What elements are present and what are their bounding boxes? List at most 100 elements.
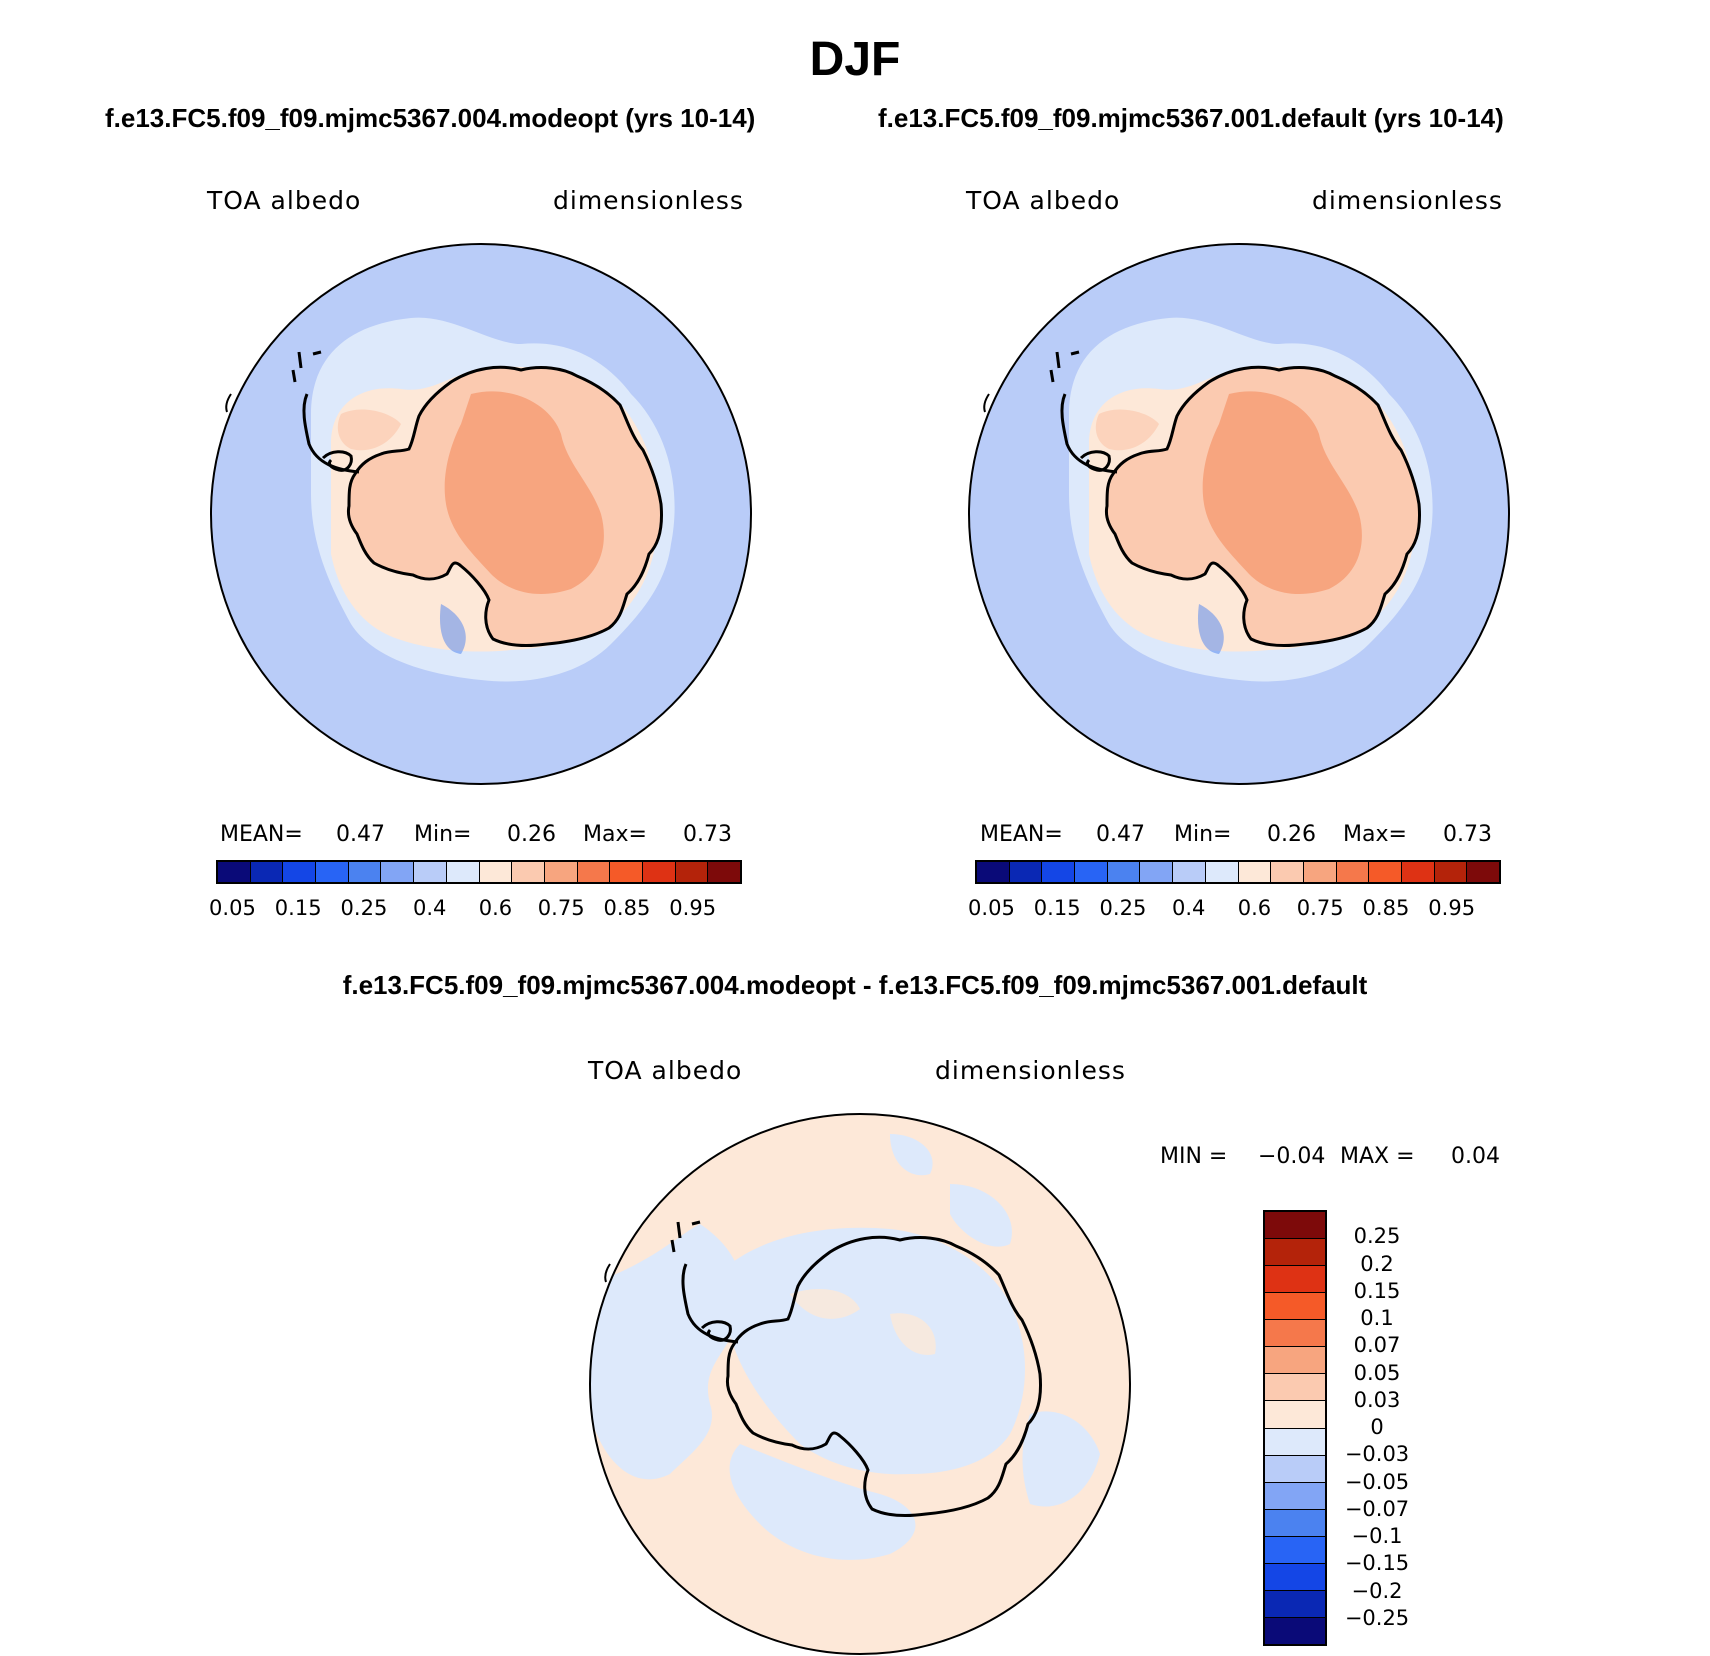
colorbar-swatch (1265, 1347, 1325, 1375)
colorbar-tick-label: 0.6 (1237, 896, 1272, 920)
colorbar-swatch (414, 862, 447, 882)
colorbar-tick-label: 0.15 (274, 896, 322, 920)
right-colorbar (975, 860, 1501, 884)
right-mean-value: 0.47 (1096, 822, 1145, 847)
left-max-value: 0.73 (683, 822, 732, 847)
colorbar-swatch (1265, 1563, 1325, 1591)
colorbar-swatch (1369, 862, 1402, 882)
colorbar-swatch (1265, 1536, 1325, 1564)
colorbar-swatch (1205, 862, 1239, 882)
colorbar-swatch (1434, 862, 1468, 882)
colorbar-swatch (1265, 1428, 1325, 1456)
left-min-label: Min= (414, 822, 472, 847)
colorbar-swatch (675, 862, 709, 882)
colorbar-tick-label: −0.1 (1351, 1524, 1403, 1548)
left-polar-map (210, 243, 752, 785)
colorbar-swatch (1173, 862, 1206, 882)
diff-min-value: −0.04 (1258, 1144, 1326, 1169)
right-map-border (968, 243, 1510, 785)
colorbar-swatch (1009, 862, 1043, 882)
colorbar-tick-label: 0.05 (1353, 1360, 1401, 1385)
colorbar-tick-label: 0.2 (1360, 1251, 1394, 1276)
colorbar-swatch (977, 862, 1010, 882)
colorbar-swatch (1265, 1590, 1325, 1618)
colorbar-swatch (1467, 862, 1499, 882)
colorbar-tick-label: 0.4 (412, 896, 447, 920)
colorbar-tick-label: 0.25 (340, 896, 388, 920)
left-mean-label: MEAN= (220, 822, 303, 847)
colorbar-swatch (1265, 1293, 1325, 1321)
left-panel-units-label: dimensionless (553, 186, 744, 215)
colorbar-tick-label: 0.4 (1171, 896, 1206, 920)
colorbar-tick-label: 0.25 (1353, 1224, 1401, 1249)
colorbar-tick-label: 0.05 (968, 896, 1015, 920)
colorbar-tick-label: 0.07 (1353, 1333, 1401, 1358)
diff-max-label: MAX = (1340, 1144, 1415, 1169)
colorbar-swatch (381, 862, 415, 882)
colorbar-tick-label: 0.03 (1353, 1387, 1401, 1412)
colorbar-tick-label: 0.85 (1362, 896, 1410, 920)
colorbar-swatch (479, 862, 513, 882)
colorbar-tick-label: 0.95 (1428, 896, 1476, 920)
colorbar-swatch (1271, 862, 1304, 882)
left-panel-title: f.e13.FC5.f09_f09.mjmc5367.004.modeopt (… (105, 103, 756, 133)
right-panel-units-label: dimensionless (1312, 186, 1503, 215)
colorbar-tick-label: 0.75 (537, 896, 585, 920)
colorbar-tick-label: −0.15 (1344, 1551, 1410, 1576)
left-min-value: 0.26 (507, 822, 556, 847)
colorbar-swatch (708, 862, 740, 882)
diff-panel-variable-label: TOA albedo (588, 1056, 743, 1085)
right-min-label: Min= (1174, 822, 1232, 847)
right-polar-map (968, 243, 1510, 785)
colorbar-swatch (446, 862, 480, 882)
colorbar-tick-label: −0.07 (1344, 1496, 1410, 1521)
colorbar-swatch (1140, 862, 1174, 882)
colorbar-tick-label: 0.15 (1033, 896, 1081, 920)
colorbar-tick-label: −0.05 (1344, 1469, 1410, 1494)
left-mean-value: 0.47 (336, 822, 385, 847)
colorbar-tick-label: 0.25 (1099, 896, 1147, 920)
colorbar-swatch (1265, 1320, 1325, 1348)
left-panel-variable-label: TOA albedo (207, 186, 362, 215)
colorbar-swatch (1265, 1266, 1325, 1294)
left-colorbar-ticks: 0.05 0.15 0.25 0.4 0.6 0.75 0.85 0.95 (209, 896, 742, 926)
colorbar-tick-label: 0.1 (1360, 1306, 1394, 1330)
colorbar-tick-label: 0.85 (603, 896, 651, 920)
colorbar-swatch (1265, 1374, 1325, 1402)
diff-polar-map (589, 1113, 1131, 1655)
colorbar-swatch (642, 862, 676, 882)
colorbar-swatch (1265, 1455, 1325, 1483)
left-colorbar (216, 860, 742, 884)
colorbar-swatch (1265, 1239, 1325, 1267)
right-colorbar-ticks: 0.05 0.15 0.25 0.4 0.6 0.75 0.85 0.95 (968, 896, 1501, 926)
diff-max-value: 0.04 (1451, 1144, 1500, 1169)
colorbar-swatch (1265, 1482, 1325, 1510)
right-panel-variable-label: TOA albedo (966, 186, 1121, 215)
left-albedo-contours (211, 244, 751, 784)
diff-panel-title: f.e13.FC5.f09_f09.mjmc5367.004.modeopt -… (342, 970, 1368, 1000)
diff-colorbar-ticks: 0.25 0.2 0.15 0.1 0.07 0.05 0.03 0 −0.03 −0.05 −0.… (1327, 1210, 1437, 1646)
right-max-value: 0.73 (1443, 822, 1492, 847)
diff-colorbar (1263, 1210, 1327, 1646)
right-mean-label: MEAN= (980, 822, 1063, 847)
left-max-label: Max= (583, 822, 647, 847)
colorbar-swatch (1401, 862, 1435, 882)
colorbar-tick-label: −0.03 (1344, 1442, 1410, 1467)
right-min-value: 0.26 (1267, 822, 1316, 847)
colorbar-tick-label: 0.05 (209, 896, 256, 920)
colorbar-swatch (1265, 1212, 1325, 1240)
left-map-border (210, 243, 752, 785)
colorbar-swatch (1265, 1401, 1325, 1429)
colorbar-swatch (218, 862, 251, 882)
colorbar-tick-label: 0.15 (1353, 1278, 1401, 1303)
figure-title: DJF (809, 33, 901, 86)
diff-min-label: MIN = (1160, 1144, 1228, 1169)
colorbar-swatch (1107, 862, 1141, 882)
colorbar-swatch (610, 862, 643, 882)
colorbar-swatch (1303, 862, 1337, 882)
right-max-label: Max= (1343, 822, 1407, 847)
colorbar-swatch (1238, 862, 1272, 882)
colorbar-swatch (1042, 862, 1076, 882)
colorbar-swatch (1265, 1509, 1325, 1537)
colorbar-swatch (577, 862, 611, 882)
